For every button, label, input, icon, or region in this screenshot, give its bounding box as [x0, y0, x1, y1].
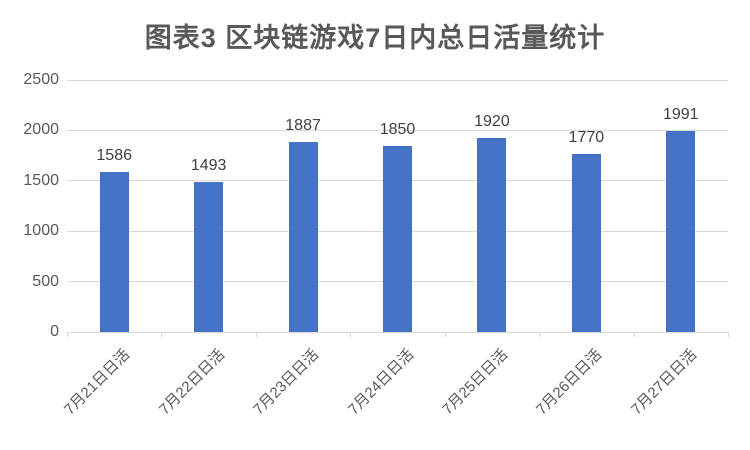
- x-axis-tick-label: 7月21日日活: [61, 346, 134, 419]
- y-axis-tick-label: 1000: [23, 222, 59, 240]
- bar-7月24日日活: [383, 145, 412, 332]
- x-axis-tick: [444, 332, 446, 337]
- y-axis-tick-label: 0: [50, 323, 59, 340]
- bar-7月22日日活: [194, 181, 224, 332]
- bar-7月23日日活: [288, 141, 318, 332]
- bar-7月21日日活: [99, 172, 129, 332]
- bar-7月25日日活: [477, 138, 507, 332]
- value-label: 1586: [96, 147, 132, 165]
- plot-area: 0 500 1000 1500 2000 2500 1586 7月21日日活 1493 7月22日…: [23, 71, 729, 418]
- value-label: 1770: [568, 128, 605, 146]
- x-axis-tick: [255, 332, 257, 337]
- gridline-y-2000: [67, 129, 728, 131]
- y-axis-tick-label: 1500: [23, 171, 59, 189]
- x-axis-tick: [633, 332, 635, 337]
- chart-title: 图表3 区块链游戏7日内总日活量统计: [144, 23, 606, 53]
- x-axis-tick: [728, 332, 729, 337]
- value-label: 1991: [662, 106, 699, 124]
- value-label: 1493: [190, 156, 227, 174]
- x-axis-tick: [350, 332, 352, 337]
- value-label: 1850: [379, 120, 416, 138]
- y-axis-tick-label: 500: [32, 272, 59, 290]
- x-axis-tick: [161, 332, 163, 337]
- bar-7月27日日活: [666, 131, 696, 332]
- y-axis-tick-label: 2500: [23, 71, 59, 88]
- bar-7月26日日活: [571, 153, 601, 332]
- x-axis-tick: [67, 332, 68, 337]
- value-label: 1887: [285, 116, 321, 134]
- value-label: 1920: [474, 113, 510, 131]
- y-axis-tick-label: 2000: [23, 121, 59, 139]
- gridline-y-0: [67, 331, 728, 333]
- x-axis-tick: [539, 332, 541, 337]
- gridline-y-2500: [67, 79, 728, 81]
